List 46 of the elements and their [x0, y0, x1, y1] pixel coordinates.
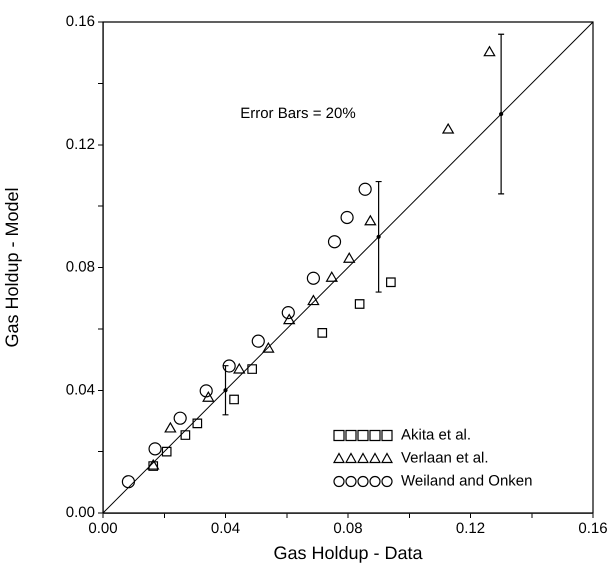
- y-tick-label: 0.04: [66, 381, 95, 398]
- point: [340, 210, 354, 224]
- point: [386, 277, 396, 288]
- point: [180, 430, 190, 440]
- point: [252, 334, 265, 348]
- point: [162, 446, 172, 456]
- annotation: Error Bars = 20%: [240, 105, 356, 122]
- point: [202, 392, 214, 402]
- point: [122, 475, 136, 488]
- point: [148, 442, 162, 456]
- point: [174, 412, 187, 425]
- point: [200, 384, 213, 398]
- x-tick-label: 0.08: [333, 520, 363, 538]
- point: [229, 394, 239, 404]
- x-tick-label: 0.12: [456, 520, 486, 538]
- x-tick-label: 0.00: [88, 520, 118, 538]
- point: [222, 359, 236, 373]
- point: [343, 252, 356, 263]
- point: [364, 215, 376, 226]
- point: [247, 364, 257, 374]
- point: [308, 294, 320, 306]
- x-axis-title: Gas Holdup - Data: [273, 543, 424, 564]
- legend-label: Akita et al.: [401, 426, 472, 444]
- y-axis-title: Gas Holdup - Model: [2, 187, 22, 348]
- y-tick-label: 0.00: [66, 504, 95, 522]
- point: [442, 123, 454, 134]
- legend-label: Weiland and Onken: [401, 472, 532, 490]
- x-tick-label: 0.16: [578, 520, 608, 538]
- point: [283, 314, 295, 324]
- point: [164, 422, 176, 433]
- point: [328, 235, 342, 248]
- y-tick-label: 0.12: [66, 136, 95, 153]
- point: [326, 272, 338, 282]
- point: [484, 46, 496, 56]
- point: [282, 306, 295, 320]
- point: [262, 342, 274, 353]
- x-tick-label: 0.04: [210, 520, 240, 538]
- point: [358, 182, 372, 196]
- point: [317, 328, 328, 338]
- y-tick-label: 0.08: [66, 258, 95, 276]
- point: [233, 363, 246, 374]
- point: [306, 272, 320, 285]
- point: [192, 418, 202, 428]
- point: [354, 299, 364, 309]
- legend-label: Verlaan et al.: [401, 450, 489, 467]
- y-tick-label: 0.16: [66, 13, 95, 30]
